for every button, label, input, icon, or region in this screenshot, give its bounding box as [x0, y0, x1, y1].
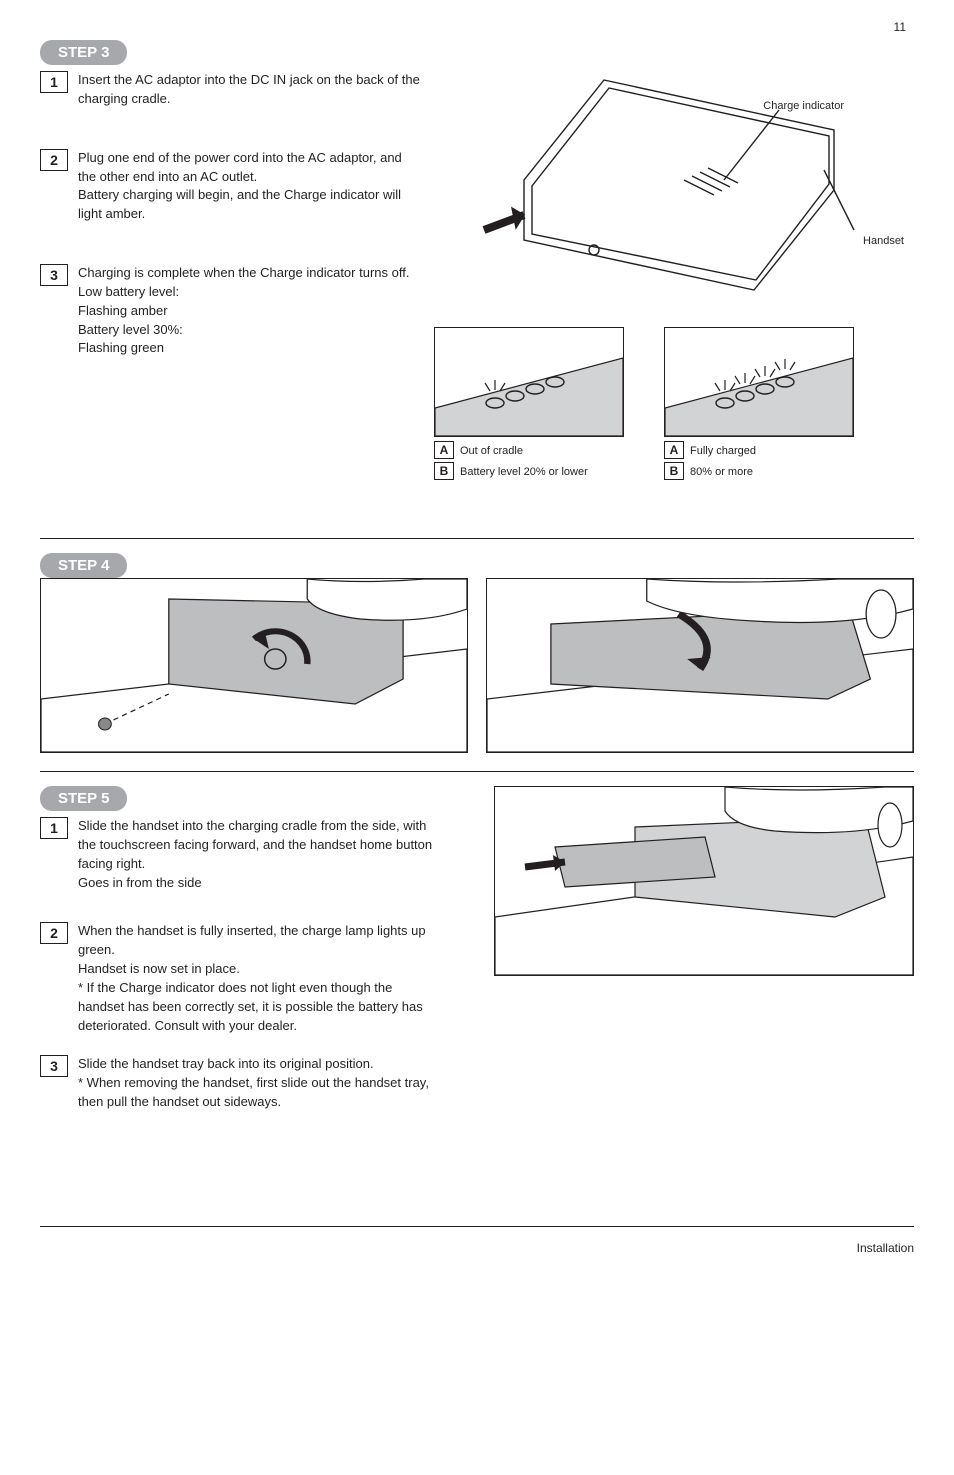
step5-section: STEP 5 1 Slide the handset into the char…	[40, 786, 914, 1166]
step5-sub1-num: 1	[40, 817, 68, 839]
step3-section: STEP 3 1 Insert the AC adaptor into the …	[40, 40, 914, 520]
step3-sub2: 2 Plug one end of the power cord into th…	[40, 149, 420, 224]
step3-sub2-text: Plug one end of the power cord into the …	[78, 149, 420, 224]
step5-sub1: 1 Slide the handset into the charging cr…	[40, 817, 440, 892]
step5-sub1-text: Slide the handset into the charging crad…	[78, 817, 440, 892]
charging-box-b-text: Battery level 20% or lower	[460, 466, 588, 478]
full-box-a-num: A	[664, 441, 684, 459]
page-number: 11	[894, 20, 906, 34]
charging-box-b-num: B	[434, 462, 454, 480]
step4-section: STEP 4 Turn the arm guide over and attac…	[40, 553, 914, 753]
charging-box-a-text: Out of cradle	[460, 445, 523, 457]
callout-handset: Handset	[863, 235, 904, 247]
step5-fig	[494, 786, 914, 976]
separator-1	[40, 538, 914, 539]
step4-fig-left-svg	[41, 579, 467, 752]
charging-box-labels: A Out of cradle B Battery level 20% or low…	[434, 441, 624, 480]
step3-sub1-text: Insert the AC adaptor into the DC IN jac…	[78, 71, 420, 109]
step4-fig-right	[486, 578, 914, 753]
step5-sub3: 3 Slide the handset tray back into its o…	[40, 1055, 440, 1112]
step4-fig-left	[40, 578, 468, 753]
step3-sub1: 1 Insert the AC adaptor into the DC IN j…	[40, 71, 420, 109]
full-detail-svg	[665, 328, 853, 436]
step3-sub3: 3 Charging is complete when the Charge i…	[40, 264, 420, 358]
step3-sub3-num: 3	[40, 264, 68, 286]
charging-detail-box	[434, 327, 624, 437]
step5-fig-svg	[495, 787, 913, 975]
step4-figures	[40, 578, 914, 753]
step4-badge: STEP 4	[40, 553, 127, 578]
step3-sub3-text: Charging is complete when the Charge ind…	[78, 264, 420, 358]
step5-sub2-num: 2	[40, 922, 68, 944]
step5-sub3-num: 3	[40, 1055, 68, 1077]
step3-sub1-num: 1	[40, 71, 68, 93]
footer-label: Installation	[40, 1241, 914, 1255]
step3-sub2-num: 2	[40, 149, 68, 171]
full-box-b-num: B	[664, 462, 684, 480]
full-box-b-text: 80% or more	[690, 466, 753, 478]
step3-figure: Charge indicator Handset	[434, 70, 914, 483]
step3-badge: STEP 3	[40, 40, 127, 65]
step5-badge: STEP 5	[40, 786, 127, 811]
step4-fig-right-svg	[487, 579, 913, 752]
separator-footer	[40, 1226, 914, 1227]
full-detail-box	[664, 327, 854, 437]
callout-charge-indicator: Charge indicator	[763, 100, 844, 112]
step5-figure	[494, 786, 914, 976]
separator-2	[40, 771, 914, 772]
charging-detail-svg	[435, 328, 623, 436]
step5-sub2: 2 When the handset is fully inserted, th…	[40, 922, 440, 1035]
full-box-a-text: Fully charged	[690, 445, 756, 457]
step5-sub2-text: When the handset is fully inserted, the …	[78, 922, 440, 1035]
step5-sub3-text: Slide the handset tray back into its ori…	[78, 1055, 440, 1112]
full-box-labels: A Fully charged B 80% or more	[664, 441, 854, 480]
charging-box-a-num: A	[434, 441, 454, 459]
